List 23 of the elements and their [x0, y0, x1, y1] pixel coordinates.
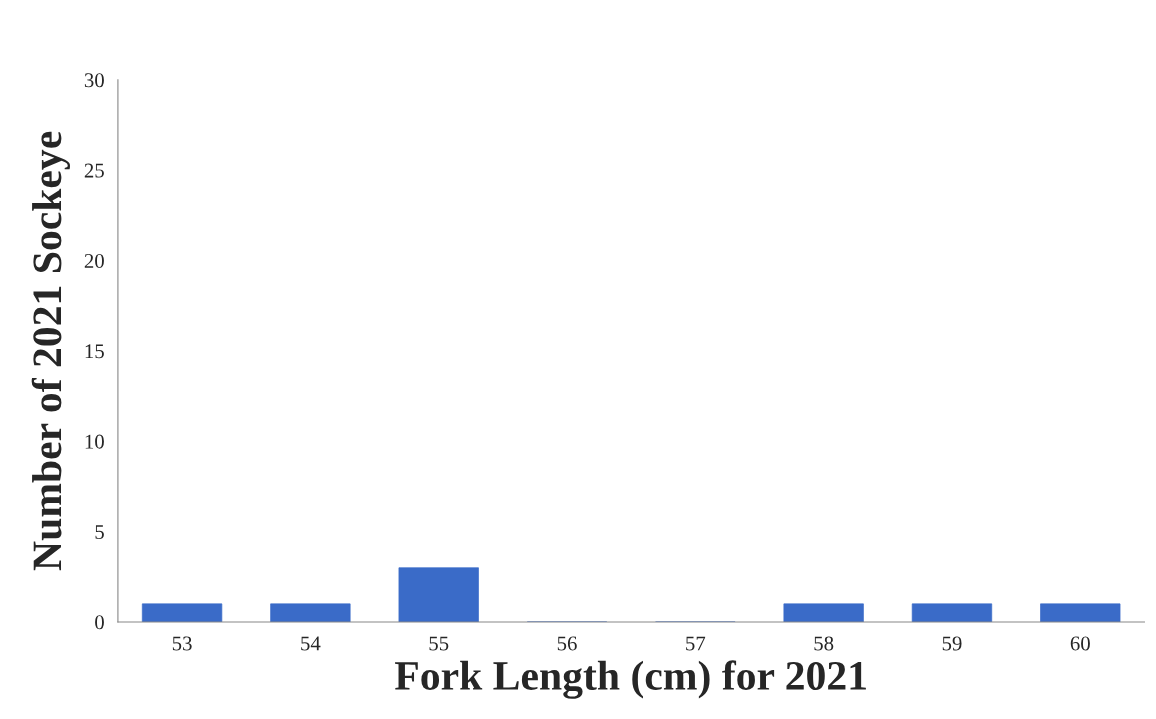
y-tick-label: 0 — [95, 615, 104, 630]
y-tick-label: 5 — [95, 525, 104, 540]
x-tick-label: 58 — [814, 636, 834, 651]
x-tick-label: 56 — [557, 636, 577, 651]
bar — [1040, 603, 1121, 622]
x-tick-label: 59 — [942, 636, 962, 651]
y-tick-label: 10 — [85, 434, 104, 449]
x-tick-label: 53 — [172, 636, 192, 651]
bar — [141, 603, 223, 622]
bar — [270, 603, 351, 622]
y-tick-label: 30 — [84, 73, 104, 88]
x-tick-label: 57 — [686, 636, 706, 651]
x-axis-title: Fork Length (cm) for 2021 — [395, 660, 866, 699]
y-axis-title: Number of 2021 Sockeye — [31, 131, 70, 571]
bar — [783, 603, 864, 622]
y-tick-label: 25 — [84, 163, 104, 178]
y-tick-label: 15 — [85, 344, 104, 359]
y-tick-label: 20 — [84, 253, 104, 268]
bar — [911, 603, 993, 622]
x-tick-label: 60 — [1070, 636, 1090, 651]
x-tick-label: 54 — [301, 636, 321, 651]
x-tick-label: 55 — [429, 636, 449, 651]
bar — [398, 567, 479, 622]
